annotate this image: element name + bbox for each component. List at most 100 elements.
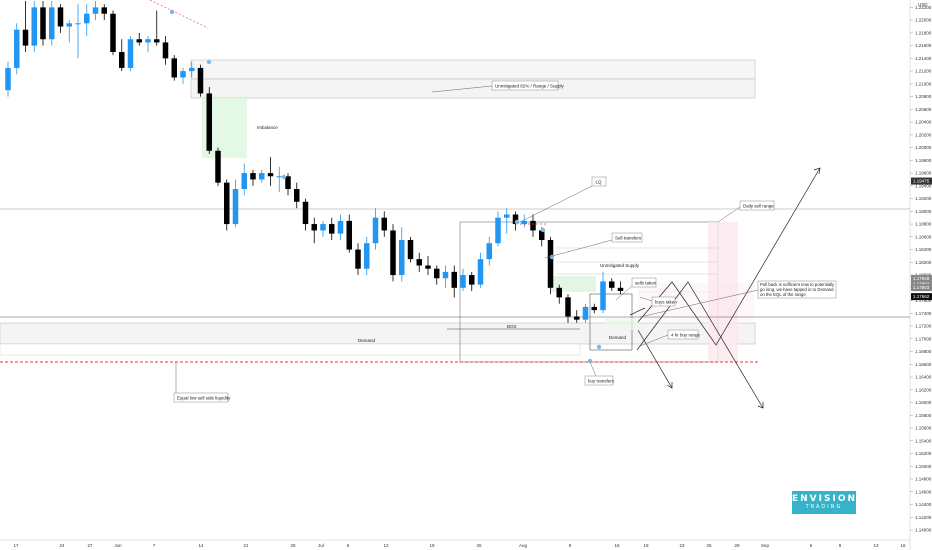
candle bbox=[127, 36, 134, 72]
callout-box bbox=[491, 80, 559, 91]
y-tick-label: 1.19800 bbox=[915, 158, 932, 163]
conn-lq bbox=[519, 185, 593, 223]
y-tick-label: 1.15000 bbox=[915, 464, 932, 469]
x-tick-label: 24 bbox=[59, 543, 65, 548]
candle bbox=[425, 255, 431, 276]
candle bbox=[399, 227, 405, 282]
price-label-box bbox=[911, 177, 932, 185]
candle bbox=[390, 224, 396, 282]
x-tick-label: Sep bbox=[761, 543, 770, 548]
callout-unmitigated: Unmitigated 82% / Range / Supply bbox=[491, 80, 565, 91]
y-tick-label: 1.14800 bbox=[915, 477, 932, 482]
candle-body bbox=[14, 29, 20, 68]
liquidity-marker bbox=[206, 59, 212, 65]
x-tick-label: 7 bbox=[153, 543, 156, 548]
candle bbox=[486, 236, 492, 266]
y-tick-label: 1.19200 bbox=[915, 196, 932, 201]
x-axis-ticks: 17 24 27 Jun 7 14 21 28 Jul 6 12 19 26 Aug 9 16 19 23 26 29… bbox=[13, 543, 906, 548]
envision-logo: ENVISION TRADING bbox=[792, 491, 856, 514]
candle bbox=[206, 87, 212, 154]
candle-body bbox=[600, 281, 606, 311]
candle-body bbox=[285, 176, 291, 190]
candle bbox=[372, 208, 379, 250]
candle-body bbox=[259, 173, 265, 180]
candle-body bbox=[197, 67, 204, 94]
candle bbox=[189, 61, 195, 78]
callout-box bbox=[173, 392, 229, 403]
candle-body bbox=[329, 224, 335, 234]
candle bbox=[14, 23, 20, 75]
callout-text-wrap: Pull back is sufficient now to potential… bbox=[760, 282, 835, 297]
y-tick-label: 1.14200 bbox=[915, 515, 932, 520]
candle-body bbox=[136, 39, 142, 43]
callout-text: sells taken bbox=[635, 281, 657, 286]
liquidity-marker bbox=[587, 358, 593, 364]
callout-box bbox=[757, 280, 837, 299]
candle bbox=[101, 4, 107, 21]
conn-buys-taken bbox=[639, 296, 653, 302]
candle bbox=[547, 236, 554, 295]
candle-body bbox=[372, 217, 379, 244]
x-tick-label: 6 bbox=[810, 543, 813, 548]
callout-text: Sell transfers bbox=[615, 236, 642, 241]
demand-label-main: Demand bbox=[358, 338, 376, 343]
candle bbox=[162, 36, 169, 65]
candle bbox=[250, 169, 256, 186]
candle bbox=[241, 163, 247, 196]
candle bbox=[320, 220, 326, 237]
conn-buy-transfers bbox=[589, 361, 597, 377]
liquidity-marker bbox=[281, 174, 287, 180]
candle-body bbox=[486, 243, 492, 260]
bos-label: BOS bbox=[507, 324, 517, 329]
callout-lq: LQ bbox=[591, 176, 607, 187]
candle-body bbox=[57, 7, 64, 27]
demand-label-small: Demand bbox=[609, 335, 627, 340]
candle bbox=[460, 268, 466, 291]
callout-sell-transfers: Sell transfers bbox=[611, 232, 643, 243]
candle bbox=[530, 214, 536, 237]
candle bbox=[582, 303, 589, 323]
unmitigated-supply-green bbox=[551, 276, 596, 292]
y-tick-label: 1.20400 bbox=[915, 120, 932, 125]
callout-text: 4 hr buy range bbox=[671, 333, 701, 338]
candle bbox=[302, 198, 309, 231]
candle bbox=[329, 217, 335, 241]
candle-body bbox=[267, 173, 274, 177]
x-tick-label: 16 bbox=[900, 543, 906, 548]
callout-box bbox=[651, 296, 676, 307]
y-tick-label: 1.16600 bbox=[915, 362, 932, 367]
unmitigated-supply-label: Unmitigated Supply bbox=[600, 263, 640, 268]
y-tick-label: 1.16000 bbox=[915, 400, 932, 405]
candle bbox=[556, 284, 562, 304]
callout-box bbox=[591, 176, 607, 187]
candle-body bbox=[302, 201, 309, 225]
candle-body bbox=[49, 7, 55, 40]
candle bbox=[171, 55, 177, 81]
candle-body bbox=[119, 51, 125, 68]
candle-body bbox=[189, 67, 195, 72]
y-tick-label: 1.17000 bbox=[915, 336, 932, 341]
candle-body bbox=[591, 306, 597, 311]
candle-body bbox=[425, 265, 431, 269]
candle-body bbox=[477, 259, 484, 285]
candle bbox=[276, 166, 282, 193]
y-tick-label: 1.16800 bbox=[915, 349, 932, 354]
arrow-head-2 bbox=[813, 167, 821, 175]
candle bbox=[574, 310, 580, 323]
callout-text: buy transfers bbox=[588, 379, 615, 384]
candle bbox=[434, 265, 440, 285]
candle-body bbox=[442, 271, 449, 279]
candle-body bbox=[451, 271, 457, 288]
callout-4hr: 4 hr buy range bbox=[667, 329, 701, 340]
y-tick-label: 1.22000 bbox=[915, 18, 932, 23]
callout-text: Pull back is sufficient now to potential… bbox=[760, 282, 835, 297]
y-tick-label: 1.15800 bbox=[915, 413, 932, 418]
candle-body bbox=[416, 259, 422, 266]
demand-zone-lower bbox=[0, 343, 581, 356]
demand-green-small bbox=[605, 318, 637, 330]
candle-body bbox=[66, 23, 72, 27]
candle-body bbox=[512, 214, 519, 225]
candle bbox=[364, 236, 370, 276]
candle bbox=[294, 182, 300, 209]
